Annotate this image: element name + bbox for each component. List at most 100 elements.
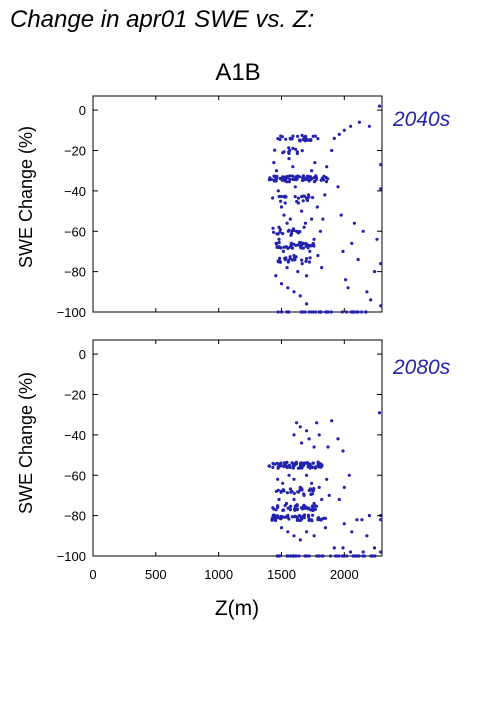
data-point xyxy=(301,246,305,250)
data-point xyxy=(302,225,306,229)
data-point xyxy=(278,137,282,142)
data-point xyxy=(350,241,354,245)
data-point xyxy=(311,461,315,465)
data-point xyxy=(298,294,302,298)
data-point xyxy=(280,515,284,519)
data-point xyxy=(274,169,279,173)
data-point xyxy=(300,209,304,213)
data-point xyxy=(290,461,294,465)
data-point xyxy=(275,174,279,178)
data-point xyxy=(313,161,317,165)
y-tick-label: −100 xyxy=(57,549,86,564)
data-point xyxy=(285,554,289,558)
data-point xyxy=(294,460,298,464)
data-point xyxy=(379,262,383,266)
data-point xyxy=(277,497,281,502)
data-point xyxy=(292,497,296,502)
data-point xyxy=(312,501,316,506)
data-point xyxy=(377,411,382,415)
data-point xyxy=(290,229,294,233)
data-point xyxy=(292,433,296,437)
data-point xyxy=(307,310,311,314)
x-tick-label: 500 xyxy=(145,567,167,582)
data-point xyxy=(372,546,377,550)
data-point xyxy=(273,148,277,152)
data-point xyxy=(311,195,315,200)
data-point xyxy=(326,445,330,449)
data-point xyxy=(306,138,310,142)
data-point xyxy=(294,243,298,247)
data-point xyxy=(361,554,365,558)
data-point xyxy=(282,213,286,217)
data-point xyxy=(379,518,383,522)
data-point xyxy=(312,175,316,180)
data-point xyxy=(323,526,328,530)
data-point xyxy=(274,241,278,245)
data-point xyxy=(369,298,373,302)
data-point xyxy=(323,193,327,197)
data-points-2080s xyxy=(267,411,383,558)
y-tick-label: 0 xyxy=(79,347,86,362)
data-point xyxy=(327,493,331,497)
data-point xyxy=(291,146,295,150)
data-point xyxy=(280,178,284,182)
data-point xyxy=(292,253,296,258)
data-point xyxy=(292,257,296,261)
data-point xyxy=(272,174,277,178)
data-point xyxy=(281,508,285,512)
scenario-label: A1B xyxy=(215,59,260,86)
data-point xyxy=(367,124,371,128)
data-point xyxy=(314,504,319,508)
data-point xyxy=(272,507,276,511)
data-point xyxy=(308,487,312,491)
data-point xyxy=(361,229,365,233)
data-point xyxy=(369,554,373,558)
data-point xyxy=(332,546,336,550)
data-point xyxy=(314,465,318,469)
data-point xyxy=(279,461,283,465)
data-point xyxy=(300,258,304,262)
data-point xyxy=(308,176,312,180)
data-point xyxy=(312,180,316,184)
data-point xyxy=(284,256,288,260)
data-point xyxy=(270,518,274,522)
data-point xyxy=(349,550,353,554)
data-point xyxy=(276,462,281,466)
data-point xyxy=(324,180,329,184)
data-point xyxy=(310,481,314,485)
data-point xyxy=(315,421,319,425)
data-point xyxy=(306,193,311,197)
data-point xyxy=(282,150,286,154)
data-point xyxy=(321,217,325,221)
data-point xyxy=(312,237,316,241)
data-point xyxy=(318,229,322,233)
data-point xyxy=(311,489,315,493)
data-point xyxy=(298,425,302,429)
data-point xyxy=(298,139,302,143)
data-point xyxy=(290,515,294,519)
data-point xyxy=(279,489,283,493)
data-point xyxy=(296,490,300,494)
data-point xyxy=(339,213,343,217)
data-point xyxy=(322,174,326,178)
data-point xyxy=(281,249,285,253)
data-point xyxy=(306,198,310,202)
data-point xyxy=(320,497,324,502)
y-axis-label-2040s: SWE Change (%) xyxy=(16,126,36,268)
data-point xyxy=(289,233,293,237)
data-point xyxy=(285,266,289,270)
data-point xyxy=(284,177,288,181)
data-point xyxy=(310,504,314,508)
data-point xyxy=(360,518,364,522)
data-point xyxy=(288,217,292,221)
data-point xyxy=(281,232,285,236)
x-tick-label: 1500 xyxy=(267,567,296,582)
data-point xyxy=(291,134,295,138)
data-point xyxy=(304,196,309,200)
data-point xyxy=(300,262,304,266)
data-point xyxy=(316,554,320,558)
data-point xyxy=(379,550,383,554)
data-point xyxy=(336,437,340,441)
data-point xyxy=(328,554,333,558)
data-point xyxy=(316,461,320,465)
